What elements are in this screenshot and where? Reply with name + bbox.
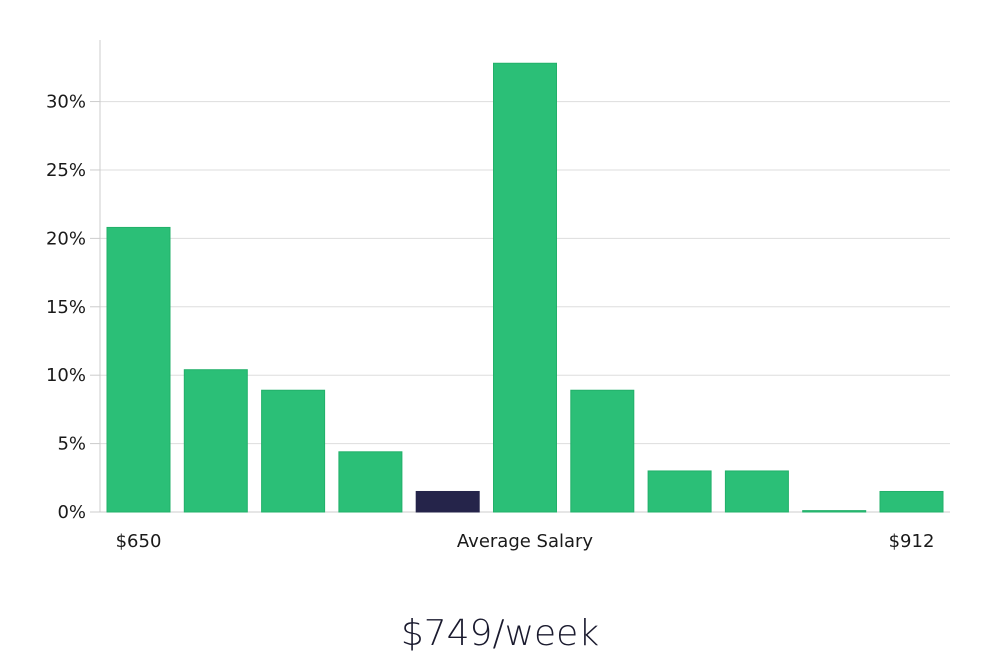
bar [724,470,789,513]
y-tick-label: 20% [46,228,86,249]
bars [106,62,944,513]
bar [106,226,171,513]
x-label: $912 [889,531,935,552]
salary-distribution-chart: 0% 5% 10% 15% 20% 25% 30% $650 Average Salary $9… [46,40,950,552]
y-tick-labels: 0% 5% 10% 15% 20% 25% 30% [46,92,86,523]
bar [493,62,557,513]
bar [570,389,635,513]
bar [802,510,867,513]
bar [879,490,944,513]
average-salary-value: $749/week [400,613,600,654]
bar [261,389,326,513]
y-tick-label: 5% [57,434,86,455]
x-label: Average Salary [457,531,594,552]
bar [183,369,248,513]
bar [647,470,712,513]
y-tick-label: 25% [46,160,86,181]
highlighted-bar [415,490,480,513]
y-tick-label: 10% [46,365,86,386]
y-tick-label: 30% [46,92,86,113]
y-tick-label: 0% [57,502,86,523]
bar [338,451,403,513]
y-tick-label: 15% [46,297,86,318]
x-labels: $650 Average Salary $912 [116,531,935,552]
x-label: $650 [116,531,162,552]
